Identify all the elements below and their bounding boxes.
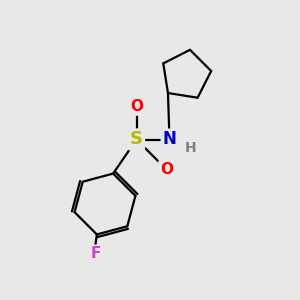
Text: H: H	[185, 142, 196, 155]
Text: F: F	[90, 246, 100, 261]
Text: S: S	[130, 130, 143, 148]
Text: O: O	[160, 162, 173, 177]
Text: N: N	[163, 130, 176, 148]
Text: O: O	[130, 99, 143, 114]
